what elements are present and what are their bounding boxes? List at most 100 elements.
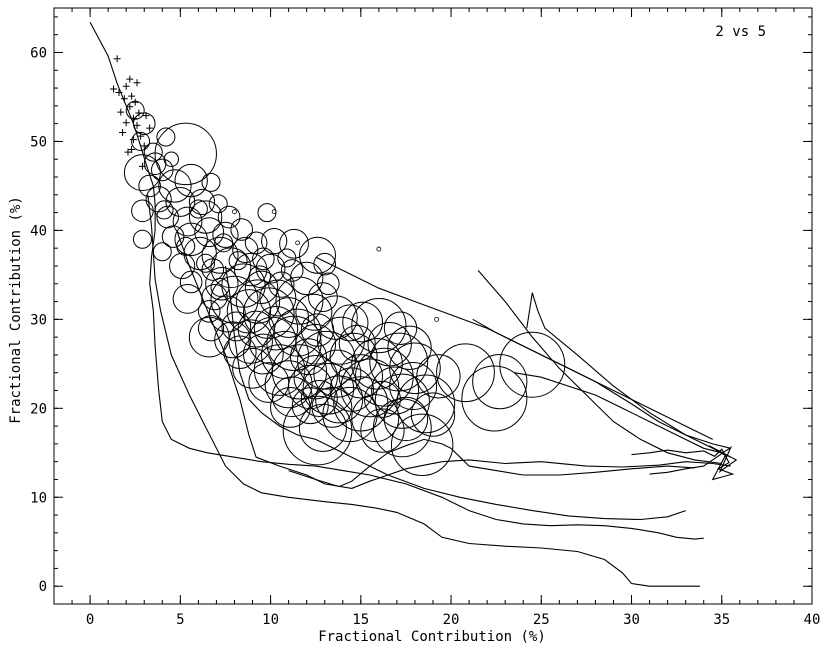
plus-marker xyxy=(146,124,154,132)
plus-marker xyxy=(124,148,132,156)
x-tick-label: 35 xyxy=(713,612,730,628)
circle-marker xyxy=(289,338,327,376)
circle-marker xyxy=(158,169,192,203)
circle-marker xyxy=(221,311,252,342)
circle-marker xyxy=(179,270,203,294)
small-circle-markers xyxy=(232,209,440,322)
plus-marker xyxy=(129,114,137,122)
circle-marker xyxy=(228,251,248,271)
plus-marker xyxy=(120,95,128,103)
plus-marker xyxy=(140,142,148,150)
small-circle-marker xyxy=(232,209,237,215)
axes: 0 5 10 15 20 25 30 35 40 0 10 20 30 40 50 60 xyxy=(30,7,821,628)
circle-marker xyxy=(242,333,284,375)
circle-marker xyxy=(499,331,566,398)
circle-marker xyxy=(351,338,403,390)
circle-marker xyxy=(156,127,176,147)
plus-marker xyxy=(133,121,141,129)
circle-marker xyxy=(313,252,337,276)
circle-marker xyxy=(313,295,358,340)
trajectory-line xyxy=(89,21,704,540)
circle-marker xyxy=(161,225,185,248)
y-axis-label: Fractional Contribution (%) xyxy=(8,196,24,424)
circle-marker xyxy=(389,342,441,395)
circle-marker xyxy=(383,311,418,345)
trajectory-line xyxy=(477,270,722,465)
x-tick-label: 40 xyxy=(804,612,821,628)
circle-marker xyxy=(228,319,273,364)
plus-marker xyxy=(128,145,136,153)
circle-marker xyxy=(279,228,309,259)
circle-marker xyxy=(268,271,295,298)
circle-marker xyxy=(210,277,230,297)
circle-marker xyxy=(360,408,405,453)
circle-marker xyxy=(188,200,223,234)
trajectory-line xyxy=(514,372,722,454)
circle-marker xyxy=(436,343,495,403)
plus-marker xyxy=(131,98,139,106)
x-tick-label: 15 xyxy=(352,612,369,628)
circle-marker xyxy=(197,300,221,323)
circle-marker xyxy=(194,217,225,248)
circle-marker xyxy=(234,252,268,287)
y-tick-label: 40 xyxy=(30,223,47,239)
circle-marker xyxy=(282,395,353,466)
circle-marker xyxy=(152,242,172,262)
circle-marker xyxy=(138,174,161,198)
circle-marker xyxy=(261,227,288,255)
circle-marker xyxy=(131,131,151,151)
plus-marker xyxy=(117,108,125,116)
small-circle-marker xyxy=(295,240,301,246)
plus-marker xyxy=(135,109,143,117)
circle-marker xyxy=(205,267,239,301)
circle-marker xyxy=(252,247,275,271)
plus-marker xyxy=(113,55,121,63)
circle-marker xyxy=(387,325,432,371)
circle-marker xyxy=(163,151,180,167)
x-tick-label: 5 xyxy=(176,612,184,628)
circle-marker xyxy=(143,142,163,162)
circle-marker xyxy=(472,354,528,410)
circle-marker xyxy=(188,188,216,216)
circle-marker xyxy=(300,380,338,418)
circle-marker xyxy=(208,295,246,333)
circle-marker xyxy=(264,360,313,409)
circle-marker xyxy=(371,366,420,415)
plus-marker xyxy=(129,136,137,144)
y-tick-label: 10 xyxy=(30,490,47,506)
trajectory-line xyxy=(288,438,695,488)
circle-marker xyxy=(315,375,364,424)
circle-marker xyxy=(188,199,208,219)
circle-marker xyxy=(123,154,161,192)
circle-marker xyxy=(176,236,196,256)
trajectory-lines xyxy=(89,21,738,587)
circle-marker xyxy=(196,253,216,273)
circle-marker xyxy=(174,163,208,198)
plus-marker xyxy=(110,85,118,93)
circle-marker xyxy=(298,403,347,452)
circle-marker xyxy=(351,297,407,354)
circle-marker xyxy=(270,387,311,428)
circle-marker xyxy=(461,365,528,432)
plus-marker xyxy=(126,103,134,111)
circle-marker xyxy=(201,172,221,192)
circle-marker xyxy=(223,335,257,369)
circle-marker xyxy=(308,282,338,313)
small-circle-marker xyxy=(434,316,440,322)
chart-annotation: 2 vs 5 xyxy=(715,24,766,40)
x-tick-label: 30 xyxy=(623,612,640,628)
plus-marker xyxy=(133,79,141,87)
plus-marker xyxy=(115,89,123,97)
circle-marker xyxy=(214,233,234,253)
circle-marker xyxy=(329,332,378,381)
circle-marker xyxy=(253,344,306,396)
circle-marker xyxy=(210,275,259,324)
plus-marker xyxy=(122,82,130,90)
plus-marker xyxy=(122,119,130,127)
circle-marker xyxy=(297,330,356,390)
circle-marker xyxy=(244,270,279,305)
x-tick-label: 0 xyxy=(86,612,94,628)
circle-marker xyxy=(253,306,299,351)
circle-marker xyxy=(374,373,430,429)
circle-markers xyxy=(123,100,566,476)
